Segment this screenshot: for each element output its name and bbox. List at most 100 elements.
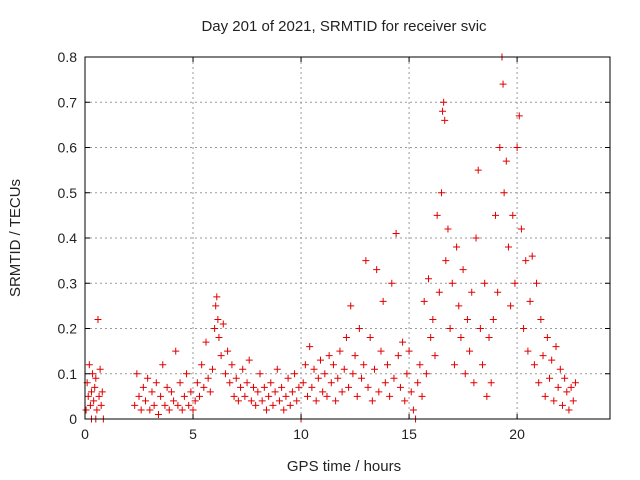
x-tick-label: 15 xyxy=(401,426,417,442)
data-point xyxy=(198,361,206,369)
data-point xyxy=(416,361,424,369)
data-point xyxy=(84,392,92,400)
data-point xyxy=(256,370,264,378)
data-point xyxy=(316,356,324,364)
data-point xyxy=(546,374,554,382)
data-point xyxy=(86,401,94,409)
data-point xyxy=(340,365,348,373)
data-point xyxy=(535,379,543,387)
data-point xyxy=(135,392,143,400)
data-point xyxy=(401,397,409,405)
data-point xyxy=(453,243,461,251)
data-point xyxy=(206,388,214,396)
data-point xyxy=(98,388,106,396)
data-point xyxy=(409,406,417,414)
data-point xyxy=(437,189,445,197)
data-point xyxy=(442,257,450,265)
data-point xyxy=(362,257,370,265)
data-point xyxy=(355,325,363,332)
data-point xyxy=(466,347,474,355)
x-tick-label: 5 xyxy=(189,426,197,442)
data-point xyxy=(485,334,493,342)
data-point xyxy=(325,352,333,360)
data-point xyxy=(332,397,340,405)
data-point xyxy=(377,347,385,355)
data-point xyxy=(273,365,281,373)
data-point xyxy=(494,288,502,296)
data-point xyxy=(323,392,331,400)
data-point xyxy=(472,234,480,242)
data-point xyxy=(284,374,292,382)
data-point xyxy=(569,397,577,405)
data-point xyxy=(435,288,443,296)
data-point xyxy=(548,356,556,364)
data-point xyxy=(533,279,541,287)
data-point xyxy=(468,288,476,296)
data-point xyxy=(405,347,413,355)
data-point xyxy=(496,144,504,151)
data-point xyxy=(481,279,489,287)
data-point xyxy=(280,406,288,414)
data-point xyxy=(267,379,275,387)
data-point xyxy=(237,383,245,391)
data-point xyxy=(528,252,536,260)
data-point xyxy=(457,334,465,342)
data-point xyxy=(403,370,411,378)
x-tick-label: 0 xyxy=(81,426,89,442)
data-point xyxy=(556,365,564,373)
data-point xyxy=(172,347,180,355)
data-point xyxy=(550,397,558,405)
data-point xyxy=(543,334,551,342)
data-point xyxy=(193,379,201,387)
data-point xyxy=(212,302,220,310)
data-point xyxy=(234,397,242,405)
data-point xyxy=(561,374,569,382)
data-point xyxy=(461,370,469,378)
data-point xyxy=(511,279,519,287)
data-point xyxy=(563,388,571,396)
data-point xyxy=(178,406,186,414)
data-point xyxy=(537,315,545,323)
data-point xyxy=(301,361,309,369)
data-point xyxy=(295,383,303,391)
data-point xyxy=(433,211,441,219)
data-point xyxy=(144,374,152,382)
data-point xyxy=(191,397,199,405)
data-point xyxy=(258,397,266,405)
data-point xyxy=(351,352,359,360)
data-point xyxy=(85,361,93,369)
data-point xyxy=(202,338,210,346)
data-point xyxy=(174,401,182,409)
data-point xyxy=(407,388,415,396)
data-point xyxy=(520,325,528,332)
data-point xyxy=(228,361,236,369)
data-point xyxy=(368,397,376,405)
data-point xyxy=(213,293,221,301)
y-tick-label: 0.6 xyxy=(58,140,78,156)
data-point xyxy=(429,315,437,323)
data-point xyxy=(425,275,433,283)
data-point xyxy=(541,392,549,400)
data-point xyxy=(502,157,510,165)
data-point xyxy=(422,370,430,378)
data-point xyxy=(513,144,521,151)
data-point xyxy=(500,189,508,197)
data-point xyxy=(262,406,270,414)
grid-layer xyxy=(85,57,610,419)
data-point xyxy=(232,374,240,382)
data-point xyxy=(524,347,532,355)
data-point xyxy=(133,370,141,378)
data-point xyxy=(95,392,103,400)
data-point xyxy=(265,392,273,400)
data-point xyxy=(94,315,102,323)
data-point xyxy=(476,325,484,332)
data-point xyxy=(92,374,100,382)
data-point xyxy=(522,257,530,265)
data-point xyxy=(499,80,507,88)
data-point xyxy=(247,397,255,405)
data-point xyxy=(196,392,204,400)
data-point xyxy=(345,383,353,391)
data-point xyxy=(571,379,579,387)
data-point xyxy=(390,374,398,382)
data-point xyxy=(230,392,238,400)
